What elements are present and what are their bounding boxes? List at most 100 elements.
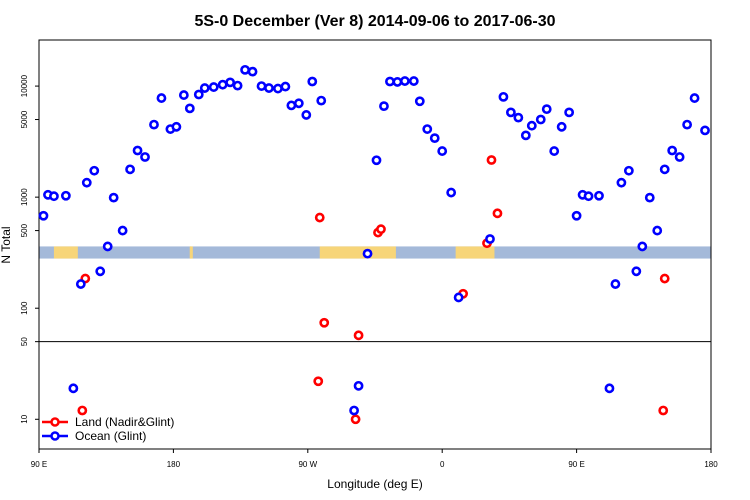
ocean-point <box>240 64 250 75</box>
ocean-point <box>371 155 382 166</box>
land-point <box>376 224 386 235</box>
land-region <box>319 246 396 259</box>
x-tick-label: 90 E <box>31 460 47 469</box>
ocean-point <box>637 241 648 252</box>
ocean-point <box>301 110 312 120</box>
ocean-point <box>217 79 228 90</box>
land-region <box>455 246 495 259</box>
ocean-point <box>541 104 552 115</box>
ocean-point <box>247 66 258 77</box>
ocean-point <box>125 164 135 175</box>
ocean-point <box>353 380 364 391</box>
ocean-point <box>307 76 318 87</box>
ocean-point <box>264 83 274 93</box>
ocean-point <box>674 152 685 162</box>
ocean-point <box>623 165 634 176</box>
x-tick-label: 90 W <box>298 460 317 469</box>
y-tick-label: 1000 <box>20 188 29 206</box>
ocean-point <box>149 119 159 130</box>
ocean-point <box>199 83 210 93</box>
ocean-point <box>631 266 642 277</box>
ocean-point <box>178 90 189 100</box>
ocean-point <box>95 266 106 277</box>
ocean-point <box>68 383 79 394</box>
y-tick-label: 100 <box>20 301 29 315</box>
land-point <box>658 405 669 416</box>
y-tick-label: 5000 <box>20 110 29 128</box>
ocean-point <box>193 89 204 100</box>
ocean-point <box>408 76 419 86</box>
ocean-point <box>286 100 297 111</box>
x-axis-label: Longitude (deg E) <box>327 477 422 491</box>
plot-frame <box>38 39 712 450</box>
ocean-point <box>659 164 670 175</box>
ocean-point <box>293 98 304 109</box>
ocean-point <box>520 130 531 141</box>
y-tick-label: 50 <box>20 337 29 346</box>
ocean-point <box>652 225 663 236</box>
land-point <box>77 405 88 416</box>
y-tick-label: 500 <box>20 223 29 237</box>
ocean-point <box>437 146 448 156</box>
ocean-point <box>535 114 546 125</box>
land-ocean-strip <box>39 246 711 259</box>
ocean-point <box>689 93 700 103</box>
ocean-point <box>208 82 219 92</box>
legend-ocean-label: Ocean (Glint) <box>75 429 146 443</box>
land-point <box>314 212 325 223</box>
ocean-point <box>102 241 113 252</box>
ocean-point <box>38 210 49 221</box>
ocean-point <box>644 192 655 203</box>
y-tick-label: 10000 <box>20 74 29 97</box>
ocean-point <box>385 76 395 87</box>
land-point <box>486 155 497 165</box>
ocean-point <box>485 234 495 244</box>
ocean-point <box>140 152 150 162</box>
x-tick-label: 180 <box>167 460 181 469</box>
y-axis: 10 50 100 500 1000 5000 10000 <box>20 74 39 424</box>
ocean-point <box>700 125 710 136</box>
ocean-point <box>446 187 457 198</box>
ocean-point <box>682 119 693 130</box>
ocean-point <box>349 405 359 416</box>
land-region <box>53 246 78 259</box>
land-point <box>313 376 324 387</box>
ocean-point <box>273 83 283 94</box>
data-points <box>38 64 710 425</box>
x-tick-label: 0 <box>440 460 445 469</box>
land-point <box>319 317 330 328</box>
land-point <box>353 330 364 341</box>
ocean-point <box>610 279 621 289</box>
ocean-point <box>549 146 560 156</box>
x-tick-label: 90 E <box>568 460 584 469</box>
ocean-point <box>498 91 509 102</box>
ocean-point <box>117 225 128 236</box>
ocean-point <box>184 103 195 114</box>
ocean-point <box>556 121 567 132</box>
ocean-point <box>225 77 236 88</box>
ocean-point <box>505 107 516 118</box>
ocean-point <box>379 101 389 112</box>
ocean-point <box>108 192 119 203</box>
ocean-point <box>571 210 582 221</box>
y-tick-label: 10 <box>20 414 29 423</box>
land-point <box>659 273 670 284</box>
ocean-point <box>256 81 267 91</box>
legend-land-marker <box>50 417 60 427</box>
ocean-point <box>526 120 537 131</box>
ocean-point <box>362 248 373 259</box>
x-axis: 90 E 180 90 W 0 90 E 180 <box>31 449 718 469</box>
ocean-point <box>156 93 167 103</box>
ocean-point <box>49 191 59 202</box>
ocean-point <box>75 279 86 289</box>
ocean-point <box>513 112 524 123</box>
ocean-point <box>453 292 464 303</box>
ocean-point <box>392 77 403 87</box>
legend: Land (Nadir&Glint) Ocean (Glint) <box>42 415 174 443</box>
legend-land-label: Land (Nadir&Glint) <box>75 415 174 429</box>
land-point <box>492 208 503 219</box>
ocean-point <box>583 191 594 202</box>
land-point <box>350 414 361 425</box>
ocean-point <box>232 80 243 91</box>
ocean-point <box>604 383 615 394</box>
